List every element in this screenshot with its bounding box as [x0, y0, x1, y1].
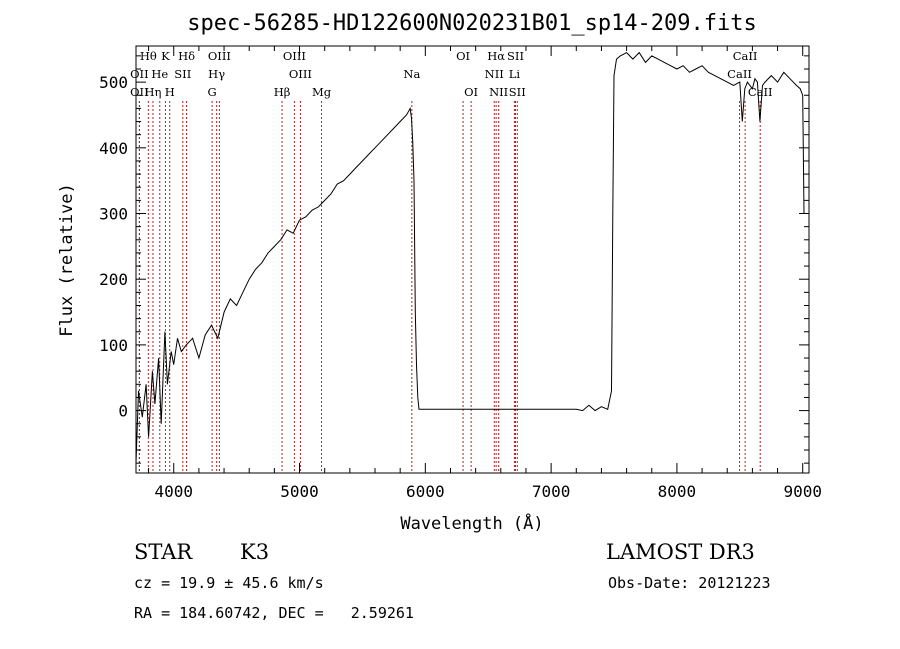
y-axis-ticks: 0 100 200 300 400 500: [99, 55, 809, 464]
spectral-line-label: NII: [485, 67, 504, 81]
spectral-line-label: K: [161, 49, 170, 63]
object-subclass: K3: [240, 540, 270, 564]
spectral-line-label: He: [151, 67, 168, 81]
spectral-line-label: OIII: [283, 49, 306, 63]
spectral-line-label: SII: [174, 67, 191, 81]
y-tick-label: 400: [99, 139, 128, 158]
spectral-line-label: Hθ: [140, 49, 157, 63]
y-tick-label: 300: [99, 205, 128, 224]
spectral-line-label: SII: [507, 49, 524, 63]
spectral-line-label: Na: [403, 67, 420, 81]
y-axis-label: Flux (relative): [57, 183, 77, 337]
spectral-line-label: Hα: [487, 49, 505, 63]
spectral-line-label: Hγ: [208, 67, 225, 81]
y-tick-label: 0: [118, 402, 128, 421]
x-tick-label: 4000: [154, 482, 193, 501]
spectral-line-label: Hη: [145, 85, 162, 99]
survey-name: LAMOST DR3: [606, 540, 755, 564]
spectral-line-label: OIII: [208, 49, 231, 63]
spectral-line-label: CaII: [748, 85, 773, 99]
object-class: STAR: [134, 540, 193, 564]
y-tick-label: 500: [99, 73, 128, 92]
x-tick-label: 9000: [783, 482, 822, 501]
spectral-line-label: OII: [130, 85, 149, 99]
x-tick-label: 6000: [406, 482, 445, 501]
spectral-line-label: Hδ: [178, 49, 195, 63]
spectral-line-label: G: [208, 85, 217, 99]
spectral-line-label: SII: [509, 85, 526, 99]
spectral-line-markers: [138, 101, 761, 473]
spectral-line-label: Li: [509, 67, 521, 81]
x-axis-label: Wavelength (Å): [400, 512, 543, 534]
spectral-line-label: H: [165, 85, 175, 99]
redshift-text: cz = 19.9 ± 45.6 km/s: [134, 574, 324, 592]
spectral-line-label: OI: [456, 49, 470, 63]
y-tick-label: 200: [99, 270, 128, 289]
x-axis-ticks: 4000 5000 6000 7000 8000 9000: [148, 46, 822, 501]
y-tick-label: 100: [99, 336, 128, 355]
obs-date-text: Obs-Date: 20121223: [608, 574, 771, 592]
spectral-line-label: Mg: [312, 85, 332, 99]
plot-frame: [135, 45, 810, 474]
spectral-line-label: OII: [130, 67, 149, 81]
spectral-line-label: Hβ: [274, 85, 291, 99]
spectral-line-label: OI: [464, 85, 478, 99]
x-tick-label: 7000: [532, 482, 571, 501]
spectral-line-label: NII: [489, 85, 508, 99]
x-tick-label: 8000: [658, 482, 697, 501]
spectral-line-label: OIII: [289, 67, 312, 81]
chart-title: spec-56285-HD122600N020231B01_sp14-209.f…: [187, 11, 757, 36]
flux-series-line: [135, 51, 805, 464]
x-tick-label: 5000: [280, 482, 319, 501]
coordinates-text: RA = 184.60742, DEC = 2.59261: [134, 604, 414, 622]
spectral-line-label: CaII: [733, 49, 758, 63]
spectral-line-label: CaII: [727, 67, 752, 81]
